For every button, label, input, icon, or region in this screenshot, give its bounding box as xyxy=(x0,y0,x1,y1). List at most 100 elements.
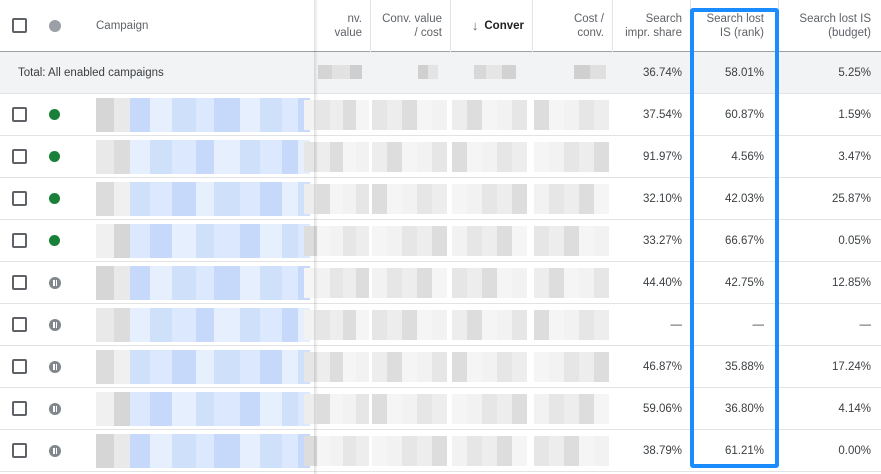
table-row[interactable]: 33.27% 66.67% 0.05% xyxy=(0,220,881,262)
redacted-metric xyxy=(372,268,447,298)
redacted-campaign-name[interactable] xyxy=(96,308,310,342)
row-status-cell[interactable] xyxy=(49,220,63,261)
row-checkbox[interactable] xyxy=(12,275,27,290)
select-all-checkbox[interactable] xyxy=(12,18,27,33)
row-status-cell[interactable] xyxy=(49,304,63,345)
redacted-metric xyxy=(452,394,527,424)
row-status-cell[interactable] xyxy=(49,136,63,177)
table-row[interactable]: 91.97% 4.56% 3.47% xyxy=(0,136,881,178)
select-all-checkbox-cell[interactable] xyxy=(12,0,32,51)
status-enabled-icon[interactable] xyxy=(49,109,60,120)
search-lost-budget-value: 0.00% xyxy=(838,444,871,457)
row-checkbox[interactable] xyxy=(12,401,27,416)
table-row[interactable]: 32.10% 42.03% 25.87% xyxy=(0,178,881,220)
sort-descending-icon: ↓ xyxy=(471,17,479,33)
table-row[interactable]: 44.40% 42.75% 12.85% xyxy=(0,262,881,304)
row-checkbox-cell[interactable] xyxy=(12,94,32,135)
row-status-cell[interactable] xyxy=(49,94,63,135)
status-enabled-icon[interactable] xyxy=(49,235,60,246)
redacted-metric xyxy=(534,226,609,256)
redacted-metric xyxy=(372,142,447,172)
redacted-campaign-name[interactable] xyxy=(96,98,310,132)
table-row[interactable]: 59.06% 36.80% 4.14% xyxy=(0,388,881,430)
frozen-column-shadow xyxy=(314,0,318,474)
row-checkbox[interactable] xyxy=(12,317,27,332)
status-paused-icon[interactable] xyxy=(49,402,61,415)
redacted-metric xyxy=(372,184,447,214)
row-status-cell[interactable] xyxy=(49,178,63,219)
redacted-metric xyxy=(452,142,527,172)
redacted-metric xyxy=(534,142,609,172)
redacted-campaign-name[interactable] xyxy=(96,434,310,468)
row-checkbox[interactable] xyxy=(12,149,27,164)
row-checkbox-cell[interactable] xyxy=(12,136,32,177)
redacted-metric xyxy=(452,436,527,466)
row-checkbox[interactable] xyxy=(12,443,27,458)
row-checkbox-cell[interactable] xyxy=(12,220,32,261)
column-header-campaign[interactable]: Campaign xyxy=(96,19,149,32)
redacted-total-values xyxy=(318,65,362,79)
column-header-conv-value-cost[interactable]: Conv. value / cost xyxy=(382,12,442,39)
row-checkbox[interactable] xyxy=(12,191,27,206)
redacted-metric xyxy=(304,352,369,382)
search-impr-share-value: 33.27% xyxy=(642,234,682,247)
redacted-campaign-name[interactable] xyxy=(96,182,310,216)
row-checkbox-cell[interactable] xyxy=(12,430,32,471)
row-checkbox-cell[interactable] xyxy=(12,178,32,219)
row-status-cell[interactable] xyxy=(49,430,63,471)
search-lost-rank-value: 60.87% xyxy=(724,108,764,121)
redacted-metric xyxy=(304,226,369,256)
column-header-cost-conv[interactable]: Cost / conv. xyxy=(573,12,604,39)
table-row[interactable]: 37.54% 60.87% 1.59% xyxy=(0,94,881,136)
redacted-metric xyxy=(304,268,369,298)
status-paused-icon[interactable] xyxy=(49,276,61,289)
row-status-cell[interactable] xyxy=(49,346,63,387)
status-paused-icon[interactable] xyxy=(49,318,61,331)
search-impr-share-value: 38.79% xyxy=(642,444,682,457)
table-header: Campaign nv. value Conv. value / cost ↓ … xyxy=(0,0,881,52)
column-header-search-impr-share[interactable]: Search impr. share xyxy=(625,12,682,39)
redacted-campaign-name[interactable] xyxy=(96,224,310,258)
column-header-search-lost-budget[interactable]: Search lost IS (budget) xyxy=(799,12,871,39)
row-checkbox-cell[interactable] xyxy=(12,262,32,303)
row-checkbox-cell[interactable] xyxy=(12,304,32,345)
search-lost-rank-value: 36.80% xyxy=(724,402,764,415)
table-row[interactable]: 46.87% 35.88% 17.24% xyxy=(0,346,881,388)
search-lost-budget-value: 4.14% xyxy=(838,402,871,415)
redacted-metric xyxy=(372,436,447,466)
redacted-metric xyxy=(534,310,609,340)
column-header-conv-value[interactable]: nv. value xyxy=(334,12,363,39)
row-status-cell[interactable] xyxy=(49,262,63,303)
row-checkbox-cell[interactable] xyxy=(12,346,32,387)
status-paused-icon[interactable] xyxy=(49,360,61,373)
search-lost-rank-value: — xyxy=(752,318,765,331)
column-header-search-lost-rank[interactable]: Search lost IS (rank) xyxy=(706,12,764,39)
redacted-campaign-name[interactable] xyxy=(96,140,310,174)
search-lost-budget-value: 25.87% xyxy=(831,192,871,205)
search-impr-share-value: 44.40% xyxy=(642,276,682,289)
row-status-cell[interactable] xyxy=(49,388,63,429)
redacted-metric xyxy=(372,352,447,382)
redacted-metric xyxy=(372,394,447,424)
row-checkbox-cell[interactable] xyxy=(12,388,32,429)
table-row[interactable]: — — — xyxy=(0,304,881,346)
row-checkbox[interactable] xyxy=(12,359,27,374)
search-lost-rank-value: 4.56% xyxy=(731,150,764,163)
redacted-metric xyxy=(372,100,447,130)
row-checkbox[interactable] xyxy=(12,107,27,122)
redacted-metric xyxy=(452,100,527,130)
search-impr-share-value: 37.54% xyxy=(642,108,682,121)
search-lost-rank-value: 35.88% xyxy=(724,360,764,373)
redacted-metric xyxy=(304,436,369,466)
status-enabled-icon[interactable] xyxy=(49,193,60,204)
redacted-campaign-name[interactable] xyxy=(96,392,310,426)
status-enabled-icon[interactable] xyxy=(49,151,60,162)
redacted-campaign-name[interactable] xyxy=(96,266,310,300)
redacted-metric xyxy=(452,226,527,256)
redacted-campaign-name[interactable] xyxy=(96,350,310,384)
row-checkbox[interactable] xyxy=(12,233,27,248)
column-header-conversions[interactable]: ↓ Conver xyxy=(471,17,524,33)
status-paused-icon[interactable] xyxy=(49,444,61,457)
search-lost-budget-value: — xyxy=(859,318,872,331)
table-row[interactable]: 38.79% 61.21% 0.00% xyxy=(0,430,881,472)
